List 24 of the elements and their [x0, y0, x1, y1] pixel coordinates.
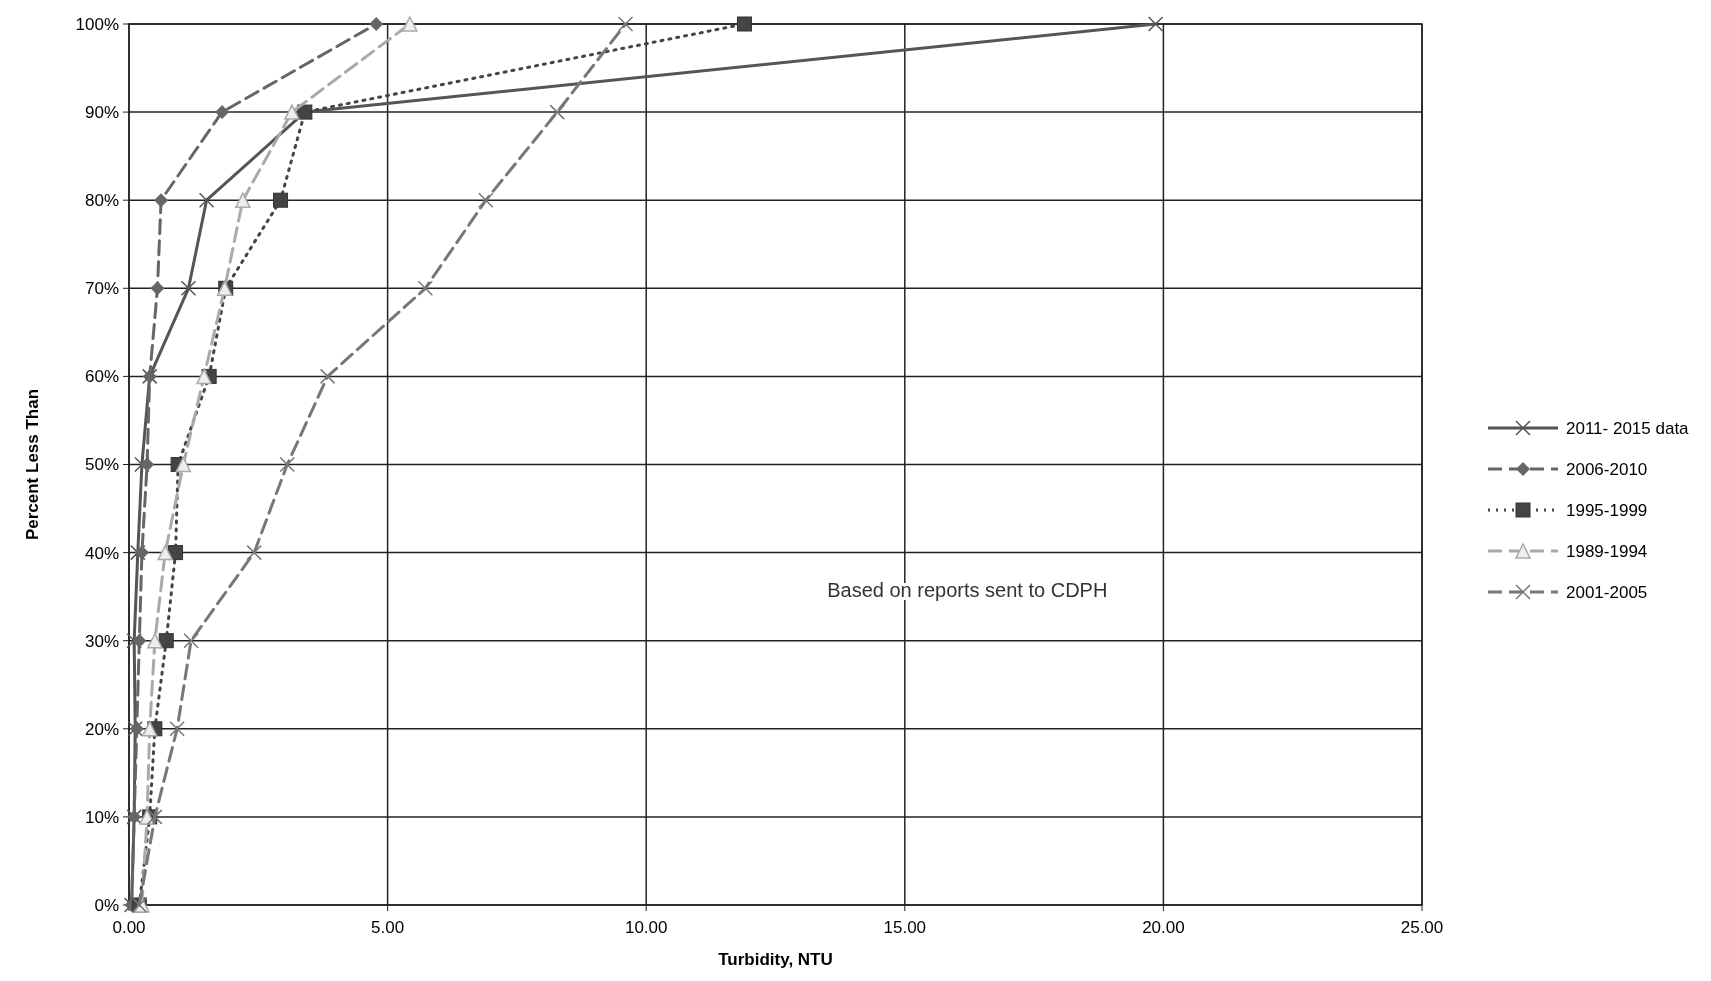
- legend-label: 1989-1994: [1566, 541, 1648, 561]
- y-tick-label: 10%: [84, 807, 119, 827]
- y-tick-label: 40%: [84, 543, 119, 563]
- y-tick-label: 50%: [84, 455, 119, 475]
- y-tick-label: 20%: [84, 719, 119, 739]
- y-tick-label: 30%: [84, 631, 119, 651]
- y-tick-label: 70%: [84, 279, 119, 299]
- y-tick-label: 100%: [75, 14, 119, 34]
- y-tick-label: 60%: [84, 367, 119, 387]
- y-tick-label: 90%: [84, 103, 119, 123]
- legend-label: 2011- 2015 data: [1566, 418, 1690, 438]
- x-tick-label: 0.00: [112, 918, 146, 937]
- y-axis-title: Percent Less Than: [23, 388, 42, 541]
- y-tick-label: 0%: [94, 895, 119, 915]
- legend-label: 1995-1999: [1566, 500, 1648, 520]
- x-tick-label: 25.00: [1400, 918, 1444, 937]
- x-tick-label: 15.00: [883, 918, 927, 937]
- x-tick-label: 10.00: [624, 918, 668, 937]
- legend-label: 2001-2005: [1566, 582, 1648, 602]
- x-tick-label: 20.00: [1142, 918, 1185, 937]
- x-tick-label: 5.00: [371, 918, 405, 937]
- x-axis-title: Turbidity, NTU: [718, 950, 833, 969]
- y-tick-label: 80%: [84, 191, 119, 211]
- legend-label: 2006-2010: [1566, 459, 1648, 479]
